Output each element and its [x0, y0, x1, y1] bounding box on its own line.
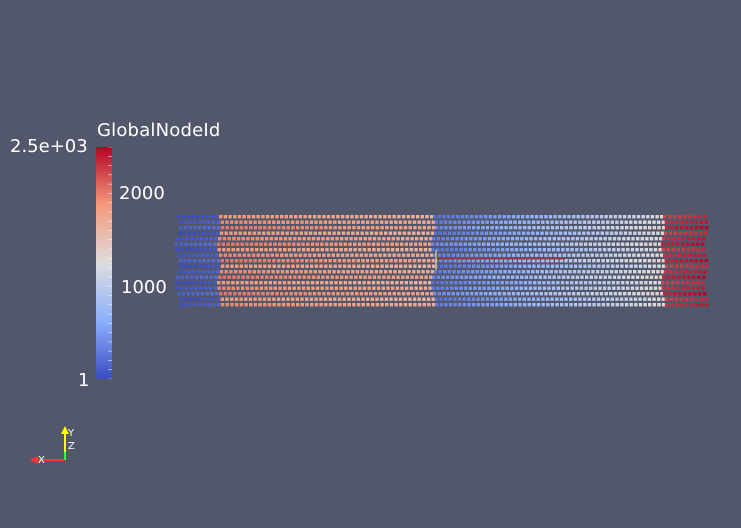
colorbar-tick-1000: 1000 — [121, 277, 167, 298]
colorbar-gradient — [96, 147, 112, 379]
colorbar-tick-2000: 2000 — [119, 183, 165, 204]
colorbar-title: GlobalNodeId — [97, 120, 221, 141]
colorbar-min-label: 1 — [78, 370, 90, 391]
z-axis-label: Z — [68, 441, 75, 452]
x-axis-label: X — [38, 455, 45, 466]
x-axis-arrow — [30, 456, 38, 464]
colorbar-ticks — [108, 147, 112, 379]
colorbar[interactable] — [96, 147, 112, 379]
y-axis-label: Y — [67, 428, 75, 439]
colorbar-max-label: 2.5e+03 — [10, 136, 88, 157]
y-axis-arrow — [61, 426, 69, 434]
